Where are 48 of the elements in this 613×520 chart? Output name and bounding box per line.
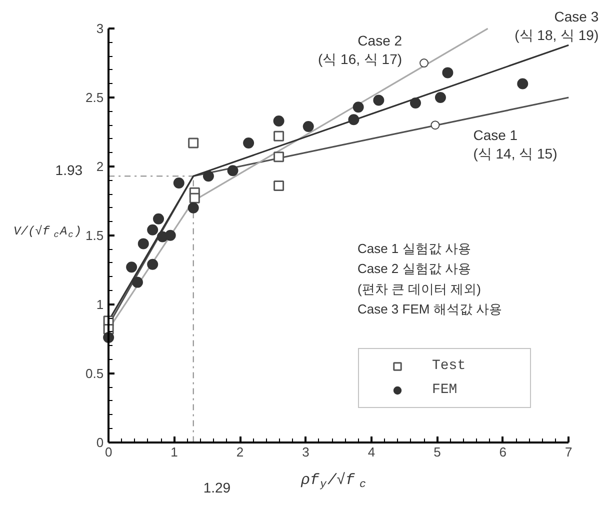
x-tick-label: 6 — [499, 444, 507, 460]
legend-label: FEM — [432, 381, 458, 399]
point — [274, 180, 284, 192]
point — [302, 120, 314, 132]
point — [410, 98, 421, 109]
point — [243, 138, 254, 149]
point — [274, 152, 284, 162]
point — [434, 92, 446, 104]
x-tick-label: 1 — [170, 444, 178, 460]
point — [202, 170, 214, 182]
ref-line-label: 1.29 — [203, 479, 231, 496]
point — [147, 224, 158, 236]
point — [517, 78, 528, 90]
legend-label: Test — [432, 357, 467, 375]
point — [348, 114, 360, 126]
y-tick-label: 1.5 — [85, 228, 104, 243]
annotation: Case 2 (식 16, 식 17) — [318, 32, 402, 68]
point — [126, 262, 138, 273]
point — [138, 238, 149, 250]
point — [273, 115, 284, 126]
point — [189, 192, 200, 204]
y-tick-label: 2 — [96, 158, 104, 174]
x-tick-label: 3 — [302, 444, 310, 460]
annotation: Case 1 (식 14, 식 15) — [473, 127, 558, 162]
y-tick-label: 0.5 — [85, 366, 104, 381]
point — [274, 130, 284, 142]
point — [442, 67, 454, 78]
y-tick-label: 3 — [96, 21, 104, 36]
x-tick-label: 5 — [434, 444, 441, 460]
x-tick-label: 7 — [565, 444, 572, 460]
point — [164, 230, 176, 241]
point — [132, 276, 143, 288]
x-tick-label: 4 — [368, 444, 376, 460]
point — [188, 138, 199, 148]
y-tick-label: 2.5 — [85, 90, 104, 106]
point — [147, 258, 158, 270]
y-tick-label: 0 — [96, 434, 104, 450]
annotation: Case 1 실험값 사용 Case 2 실험값 사용 (편차 큰 데이터 제외) Case 3 FEM 해석값 사용 — [357, 240, 502, 317]
annotation: Case 3 (식 18, 식 19) — [514, 8, 599, 44]
point — [373, 94, 384, 106]
point — [173, 178, 184, 189]
ref-line-label: 1.93 — [55, 162, 83, 178]
y-tick-label: 1 — [96, 296, 104, 312]
point — [188, 202, 199, 214]
point — [352, 102, 364, 113]
point — [227, 165, 238, 176]
x-tick-label: 2 — [236, 444, 244, 460]
point — [153, 213, 164, 224]
